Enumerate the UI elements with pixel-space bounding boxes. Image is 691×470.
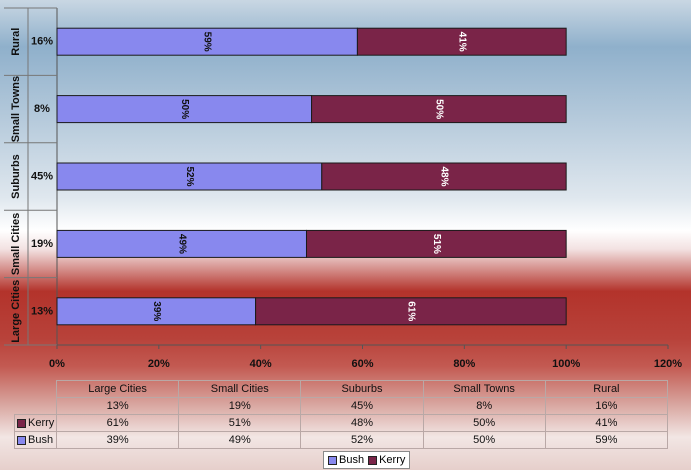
legend-item-kerry: Kerry xyxy=(368,454,405,466)
x-tick-label: 0% xyxy=(49,358,65,370)
kerry-swatch-icon xyxy=(17,418,26,428)
table-cell: 39% xyxy=(55,431,180,449)
legend: Bush Kerry xyxy=(323,451,411,469)
table-corner xyxy=(15,381,57,398)
data-label: 49% xyxy=(176,234,187,254)
bar-segment-bush xyxy=(56,229,307,258)
data-label: 61% xyxy=(405,301,416,321)
table-cell: 50% xyxy=(422,414,546,432)
legend-item-bush: Bush xyxy=(328,454,364,466)
table-cell: 50% xyxy=(422,431,546,449)
x-tick-label: 80% xyxy=(453,358,475,370)
table-cell: 59% xyxy=(544,431,669,449)
category-share-label: 45% xyxy=(31,171,53,183)
bar-segment-bush xyxy=(56,95,313,124)
bar-segment-bush xyxy=(56,297,257,326)
bar-segment-kerry xyxy=(356,27,567,56)
stacked-bar-chart: 0% 20% 40% 60% 80% 100% 120% 39% 61% 13% Large Cit… xyxy=(4,7,682,370)
x-tick-label: 60% xyxy=(351,358,373,370)
table-header-row: Large Cities Small Cities Suburbs Small … xyxy=(15,380,669,398)
category-label: Small Cities xyxy=(10,213,22,275)
table-cell: 19% xyxy=(178,397,302,415)
category-label: Large Cities xyxy=(10,280,22,343)
category-share-label: 16% xyxy=(31,36,53,48)
category-label: Rural xyxy=(10,28,22,56)
data-label: 39% xyxy=(151,301,162,321)
table-cell: 49% xyxy=(178,431,302,449)
legend-label: Kerry xyxy=(379,454,406,466)
table-cell: 52% xyxy=(300,431,424,449)
table-row-label-bush: Bush xyxy=(14,431,57,449)
table-header-cell: Small Towns xyxy=(422,380,546,398)
data-label: 59% xyxy=(202,32,213,52)
bar-segment-bush xyxy=(56,162,323,191)
table-header-cell: Small Cities xyxy=(178,380,302,398)
kerry-legend-swatch-icon xyxy=(368,455,378,465)
bar-segment-kerry xyxy=(255,297,567,326)
data-label: 52% xyxy=(184,166,195,186)
table-row: 13% 19% 45% 8% 16% xyxy=(15,397,669,415)
data-label: 50% xyxy=(433,99,444,119)
table-row-label-text: Bush xyxy=(28,434,54,446)
x-tick-label: 120% xyxy=(654,358,682,370)
data-label: 50% xyxy=(179,99,190,119)
bush-swatch-icon xyxy=(17,435,26,445)
table-row-label-text: Kerry xyxy=(28,417,55,429)
category-share-label: 8% xyxy=(34,103,50,115)
table-cell: 13% xyxy=(55,397,180,415)
table-cell: 48% xyxy=(300,414,424,432)
data-label: 41% xyxy=(456,32,467,52)
bush-legend-swatch-icon xyxy=(328,455,337,465)
table-header-cell: Suburbs xyxy=(300,380,424,398)
table-row: Kerry 61% 51% 48% 50% 41% xyxy=(14,414,669,432)
category-label: Small Towns xyxy=(10,76,22,142)
table-row: Bush 39% 49% 52% 50% 59% xyxy=(14,431,669,449)
category-label: Suburbs xyxy=(10,154,22,199)
bar-segment-kerry xyxy=(311,95,567,124)
data-label: 51% xyxy=(431,234,442,254)
bar-segment-bush xyxy=(56,27,358,56)
table-header-cell: Rural xyxy=(544,380,669,398)
legend-label: Bush xyxy=(339,454,365,466)
table-cell: 45% xyxy=(300,397,424,415)
data-table: Large Cities Small Cities Suburbs Small … xyxy=(14,380,669,449)
table-cell: 61% xyxy=(55,414,180,432)
table-row-label-kerry: Kerry xyxy=(14,414,57,432)
table-row-label xyxy=(15,398,57,415)
table-cell: 41% xyxy=(544,414,669,432)
table-cell: 8% xyxy=(422,397,546,415)
bar-segment-kerry xyxy=(305,229,567,258)
table-cell: 51% xyxy=(178,414,302,432)
category-share-label: 19% xyxy=(31,238,53,250)
bar-segment-kerry xyxy=(321,162,567,191)
data-table-container: Large Cities Small Cities Suburbs Small … xyxy=(14,380,669,449)
x-tick-label: 20% xyxy=(148,358,170,370)
table-cell: 16% xyxy=(544,397,669,415)
category-share-label: 13% xyxy=(31,305,53,317)
table-header-cell: Large Cities xyxy=(55,380,180,398)
x-tick-label: 40% xyxy=(250,358,272,370)
x-tick-label: 100% xyxy=(552,358,580,370)
data-label: 48% xyxy=(438,166,449,186)
